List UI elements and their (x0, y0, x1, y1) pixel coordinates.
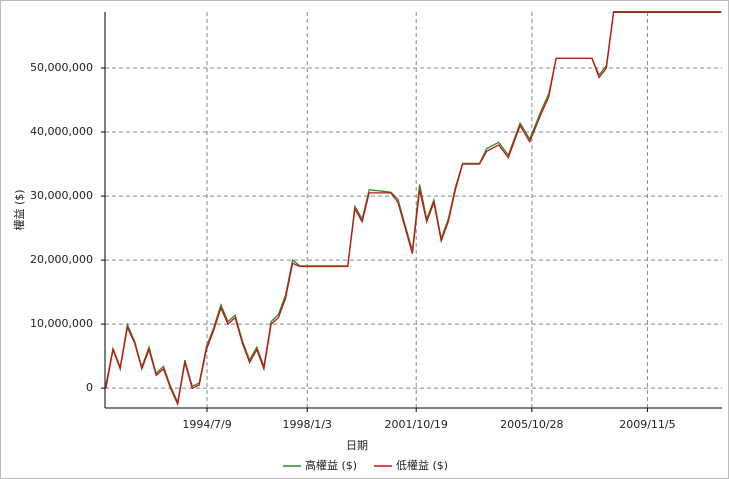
y-tick-label: 20,000,000 (30, 253, 93, 266)
y-tick-label: 10,000,000 (30, 317, 93, 330)
x-tick-label: 2005/10/28 (500, 418, 563, 431)
y-tick-label: 40,000,000 (30, 125, 93, 138)
x-tick-label: 1998/1/3 (283, 418, 332, 431)
x-tick-label: 2009/11/5 (619, 418, 675, 431)
y-tick-label: 50,000,000 (30, 61, 93, 74)
x-tick-label: 2001/10/19 (385, 418, 448, 431)
series-line (105, 11, 722, 407)
y-axis-label: 權益 ($) (12, 189, 26, 230)
legend-label: 高權益 ($) (305, 458, 357, 472)
y-tick-label: 30,000,000 (30, 189, 93, 202)
x-tick-label: 1994/7/9 (182, 418, 231, 431)
y-tick-label: 0 (86, 381, 93, 394)
x-axis-label: 日期 (346, 439, 368, 452)
legend-label: 低權益 ($) (396, 458, 448, 472)
